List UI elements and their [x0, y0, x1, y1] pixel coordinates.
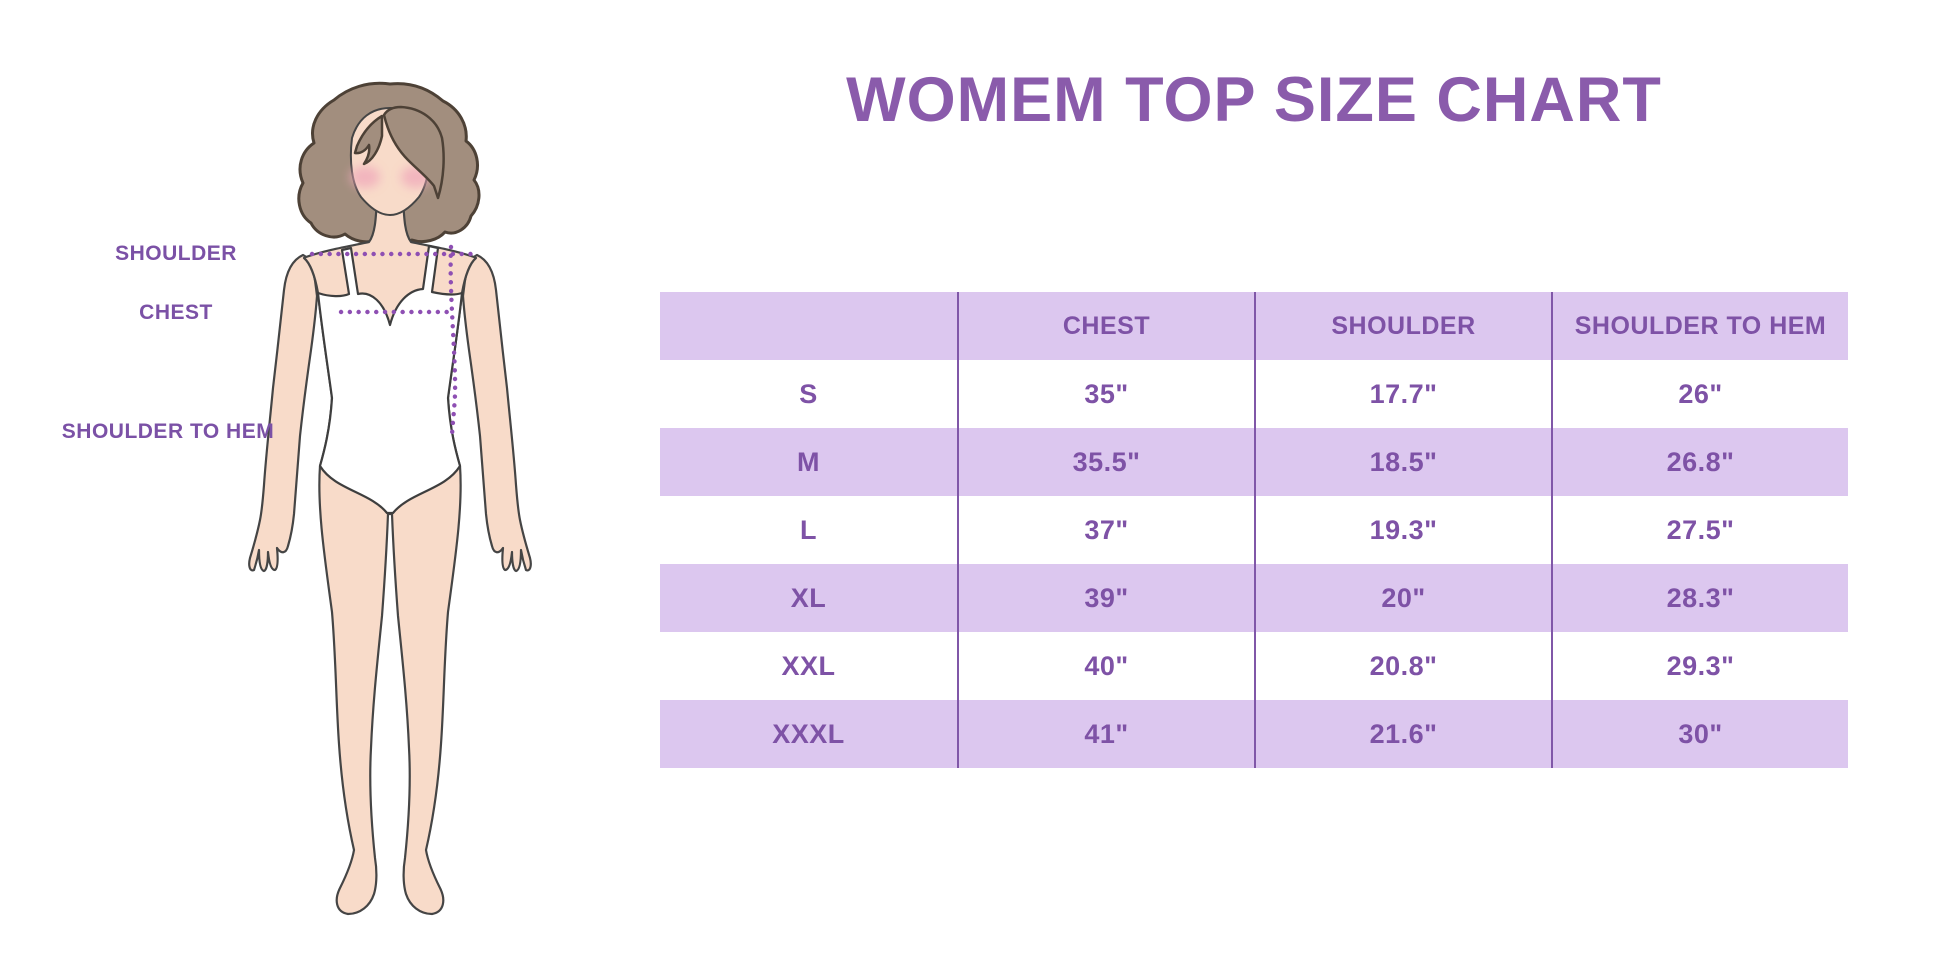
hair-bangs-right: [382, 105, 445, 200]
shoulder-cell: 17.7": [1254, 360, 1551, 428]
shoulder-to-hem-cell: 28.3": [1551, 564, 1848, 632]
shoulder-cell: 19.3": [1254, 496, 1551, 564]
shoulder-to-hem-cell: 30": [1551, 700, 1848, 768]
shoulder-to-hem-cell: 27.5": [1551, 496, 1848, 564]
size-cell: XXL: [781, 650, 836, 681]
size-cell: XL: [660, 564, 957, 632]
leotard: [316, 244, 464, 515]
shoulder-cell: 20.8": [1254, 632, 1551, 700]
shoulder-to-hem-cell: 26": [1551, 360, 1848, 428]
label-shoulder: SHOULDER: [115, 242, 237, 265]
shoulder-to-hem-cell: 26.8": [1551, 428, 1848, 496]
size-cell: S: [799, 378, 818, 409]
header-chest-cell: CHEST: [957, 292, 1254, 360]
header-shoulder-to-hem-cell: SHOULDER TO HEM: [1551, 292, 1848, 360]
chest-cell: 37": [957, 496, 1254, 564]
header-shoulder-cell: SHOULDER: [1254, 292, 1551, 360]
size-chart-table: CHEST SHOULDER SHOULDER TO HEM S 35" 17.…: [660, 292, 1848, 768]
shoulder-cell: 21.6": [1254, 700, 1551, 768]
size-cell: M: [660, 428, 957, 496]
size-cell: L: [800, 514, 817, 545]
label-chest: CHEST: [139, 301, 213, 324]
blush-left: [350, 166, 380, 188]
page-title: WOMEM TOP SIZE CHART: [846, 65, 1662, 135]
chest-cell: 40": [957, 632, 1254, 700]
right-arm: [461, 253, 532, 573]
hair-bangs-left: [353, 114, 384, 166]
shoulder-cell: 18.5": [1254, 428, 1551, 496]
woman-figure-illustration: [248, 81, 532, 916]
shoulder-cell: 20": [1254, 564, 1551, 632]
shoulder-to-hem-dotted-line: [448, 244, 458, 441]
size-cell: XXXL: [660, 700, 957, 768]
left-arm: [248, 253, 319, 573]
chest-cell: 39": [957, 564, 1254, 632]
header-size-cell: [660, 292, 957, 360]
chest-cell: 35.5": [957, 428, 1254, 496]
chest-cell: 35": [957, 360, 1254, 428]
shoulder-to-hem-cell: 29.3": [1551, 632, 1848, 700]
label-shoulder-to-hem: SHOULDER TO HEM: [61, 420, 275, 443]
chest-cell: 41": [957, 700, 1254, 768]
